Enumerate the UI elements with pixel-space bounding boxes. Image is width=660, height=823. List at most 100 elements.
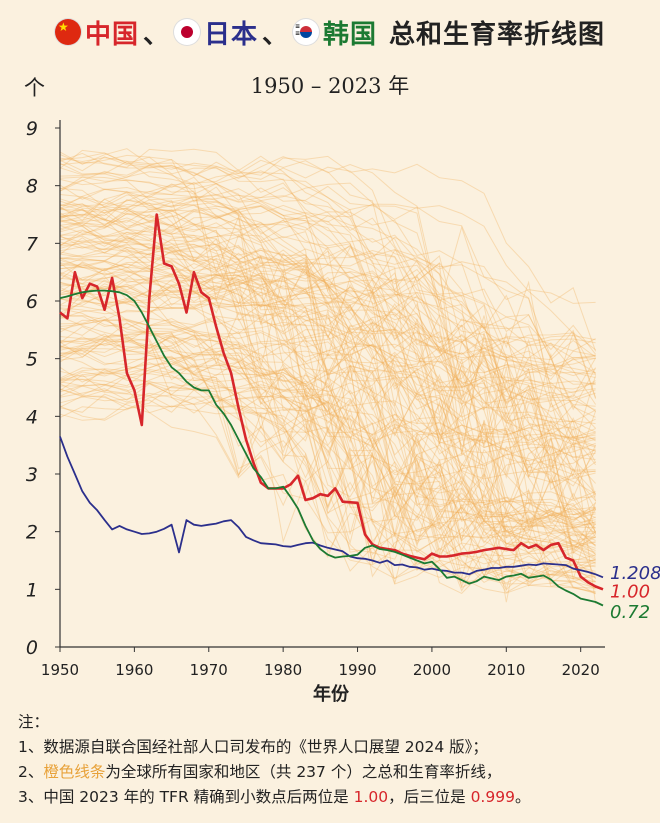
world-country-line — [59, 201, 597, 453]
title-separator: 、 — [262, 19, 290, 50]
world-country-line — [59, 231, 596, 355]
world-country-line — [59, 395, 596, 553]
world-country-line — [59, 235, 596, 474]
world-country-line — [59, 339, 596, 552]
world-country-line — [59, 149, 597, 400]
notes-heading: 注： — [18, 713, 50, 731]
world-country-line — [59, 338, 596, 594]
world-country-line — [59, 374, 596, 542]
world-country-line — [59, 343, 596, 541]
world-country-line — [59, 199, 596, 390]
title-korea: 韩国 — [323, 19, 378, 50]
world-country-line — [59, 207, 596, 361]
world-country-line — [59, 353, 596, 529]
world-country-line — [59, 194, 596, 527]
world-country-line — [59, 183, 596, 478]
y-tick-label: 0 — [26, 637, 38, 659]
world-country-line — [59, 171, 596, 377]
world-country-line — [59, 243, 597, 398]
world-country-line — [59, 318, 596, 603]
world-country-line — [59, 228, 596, 481]
x-axis-label: 年份 — [313, 683, 350, 705]
series-line-china — [59, 213, 604, 591]
world-country-line — [59, 243, 597, 605]
world-country-line — [59, 382, 596, 525]
world-country-line — [59, 354, 596, 529]
chart-axes: 0 1 2 3 4 5 6 7 8 9 1950 1960 1970 1980 1990 2000 2010 20… — [26, 118, 605, 705]
y-tick-label: 1 — [26, 579, 38, 601]
world-country-line — [59, 208, 596, 462]
world-country-line — [59, 231, 596, 389]
world-country-line — [59, 252, 596, 384]
world-country-line — [59, 316, 597, 533]
title-rest: 总和生育率折线图 — [389, 19, 606, 50]
world-country-line — [59, 152, 597, 402]
country-series — [59, 213, 604, 607]
world-country-line — [59, 249, 596, 458]
world-country-line — [59, 278, 596, 541]
world-country-line — [59, 200, 596, 377]
world-country-line — [59, 336, 596, 560]
world-country-line — [59, 365, 597, 538]
x-tick-label: 1960 — [115, 661, 153, 679]
world-country-line — [59, 246, 596, 304]
korea-flag-icon — [293, 19, 320, 45]
world-country-line — [59, 260, 596, 589]
world-country-line — [59, 184, 596, 449]
world-country-line — [59, 383, 596, 546]
world-country-line — [59, 235, 596, 404]
y-tick-label: 4 — [26, 406, 38, 428]
x-tick-label: 2010 — [487, 661, 525, 679]
chart-title: 中国 、 日本 、 韩国 总和生育率折线图 — [0, 12, 660, 52]
world-country-line — [59, 386, 596, 584]
world-country-line — [59, 208, 596, 359]
world-country-line — [59, 265, 596, 418]
world-country-line — [59, 183, 596, 443]
world-country-line — [59, 355, 596, 555]
world-country-line — [59, 216, 596, 595]
y-tick-label: 3 — [26, 464, 38, 486]
world-country-line — [59, 148, 596, 371]
world-country-line — [59, 368, 596, 545]
world-country-line — [59, 203, 596, 439]
x-tick-label: 2020 — [562, 661, 600, 679]
note-2-prefix: 2、 — [18, 763, 44, 781]
world-country-line — [60, 385, 596, 534]
world-country-line — [59, 329, 596, 516]
end-labels: 1.001.208 0.72 — [610, 563, 660, 623]
world-country-line — [59, 257, 596, 436]
world-country-line — [59, 247, 596, 502]
world-country-line — [59, 148, 596, 439]
world-country-line — [59, 337, 596, 524]
world-country-line — [59, 362, 596, 576]
world-country-line — [59, 373, 596, 550]
x-tick-label: 1990 — [338, 661, 376, 679]
note-1: 1、数据源自联合国经社部人口司发布的《世界人口展望 2024 版》； — [18, 738, 488, 756]
note-3-text: ，后三位是 — [388, 788, 471, 806]
world-country-line — [59, 314, 596, 554]
y-tick-label: 5 — [26, 349, 38, 371]
y-tick-label: 8 — [26, 176, 38, 198]
world-country-line — [59, 305, 596, 586]
end-label-china: 1.00 — [610, 581, 650, 602]
world-country-line — [59, 319, 596, 565]
x-tick-label: 2000 — [413, 661, 451, 679]
world-country-line — [59, 215, 596, 523]
world-country-line — [59, 335, 596, 551]
world-country-line — [59, 246, 596, 405]
world-country-line — [59, 354, 596, 555]
world-country-line — [59, 260, 597, 538]
world-country-line — [59, 236, 596, 407]
world-country-line — [59, 162, 597, 535]
x-tick-label: 1950 — [41, 661, 79, 679]
world-country-line — [59, 263, 596, 445]
world-country-line — [59, 388, 596, 587]
title-china: 中国 — [84, 19, 139, 50]
world-country-line — [59, 220, 596, 448]
end-label-korea: 0.72 — [610, 602, 650, 623]
y-tick-label: 6 — [26, 291, 38, 313]
world-country-line — [59, 254, 596, 480]
world-tfr-lines — [59, 148, 597, 605]
world-country-line — [59, 164, 596, 504]
world-country-line — [59, 200, 597, 472]
